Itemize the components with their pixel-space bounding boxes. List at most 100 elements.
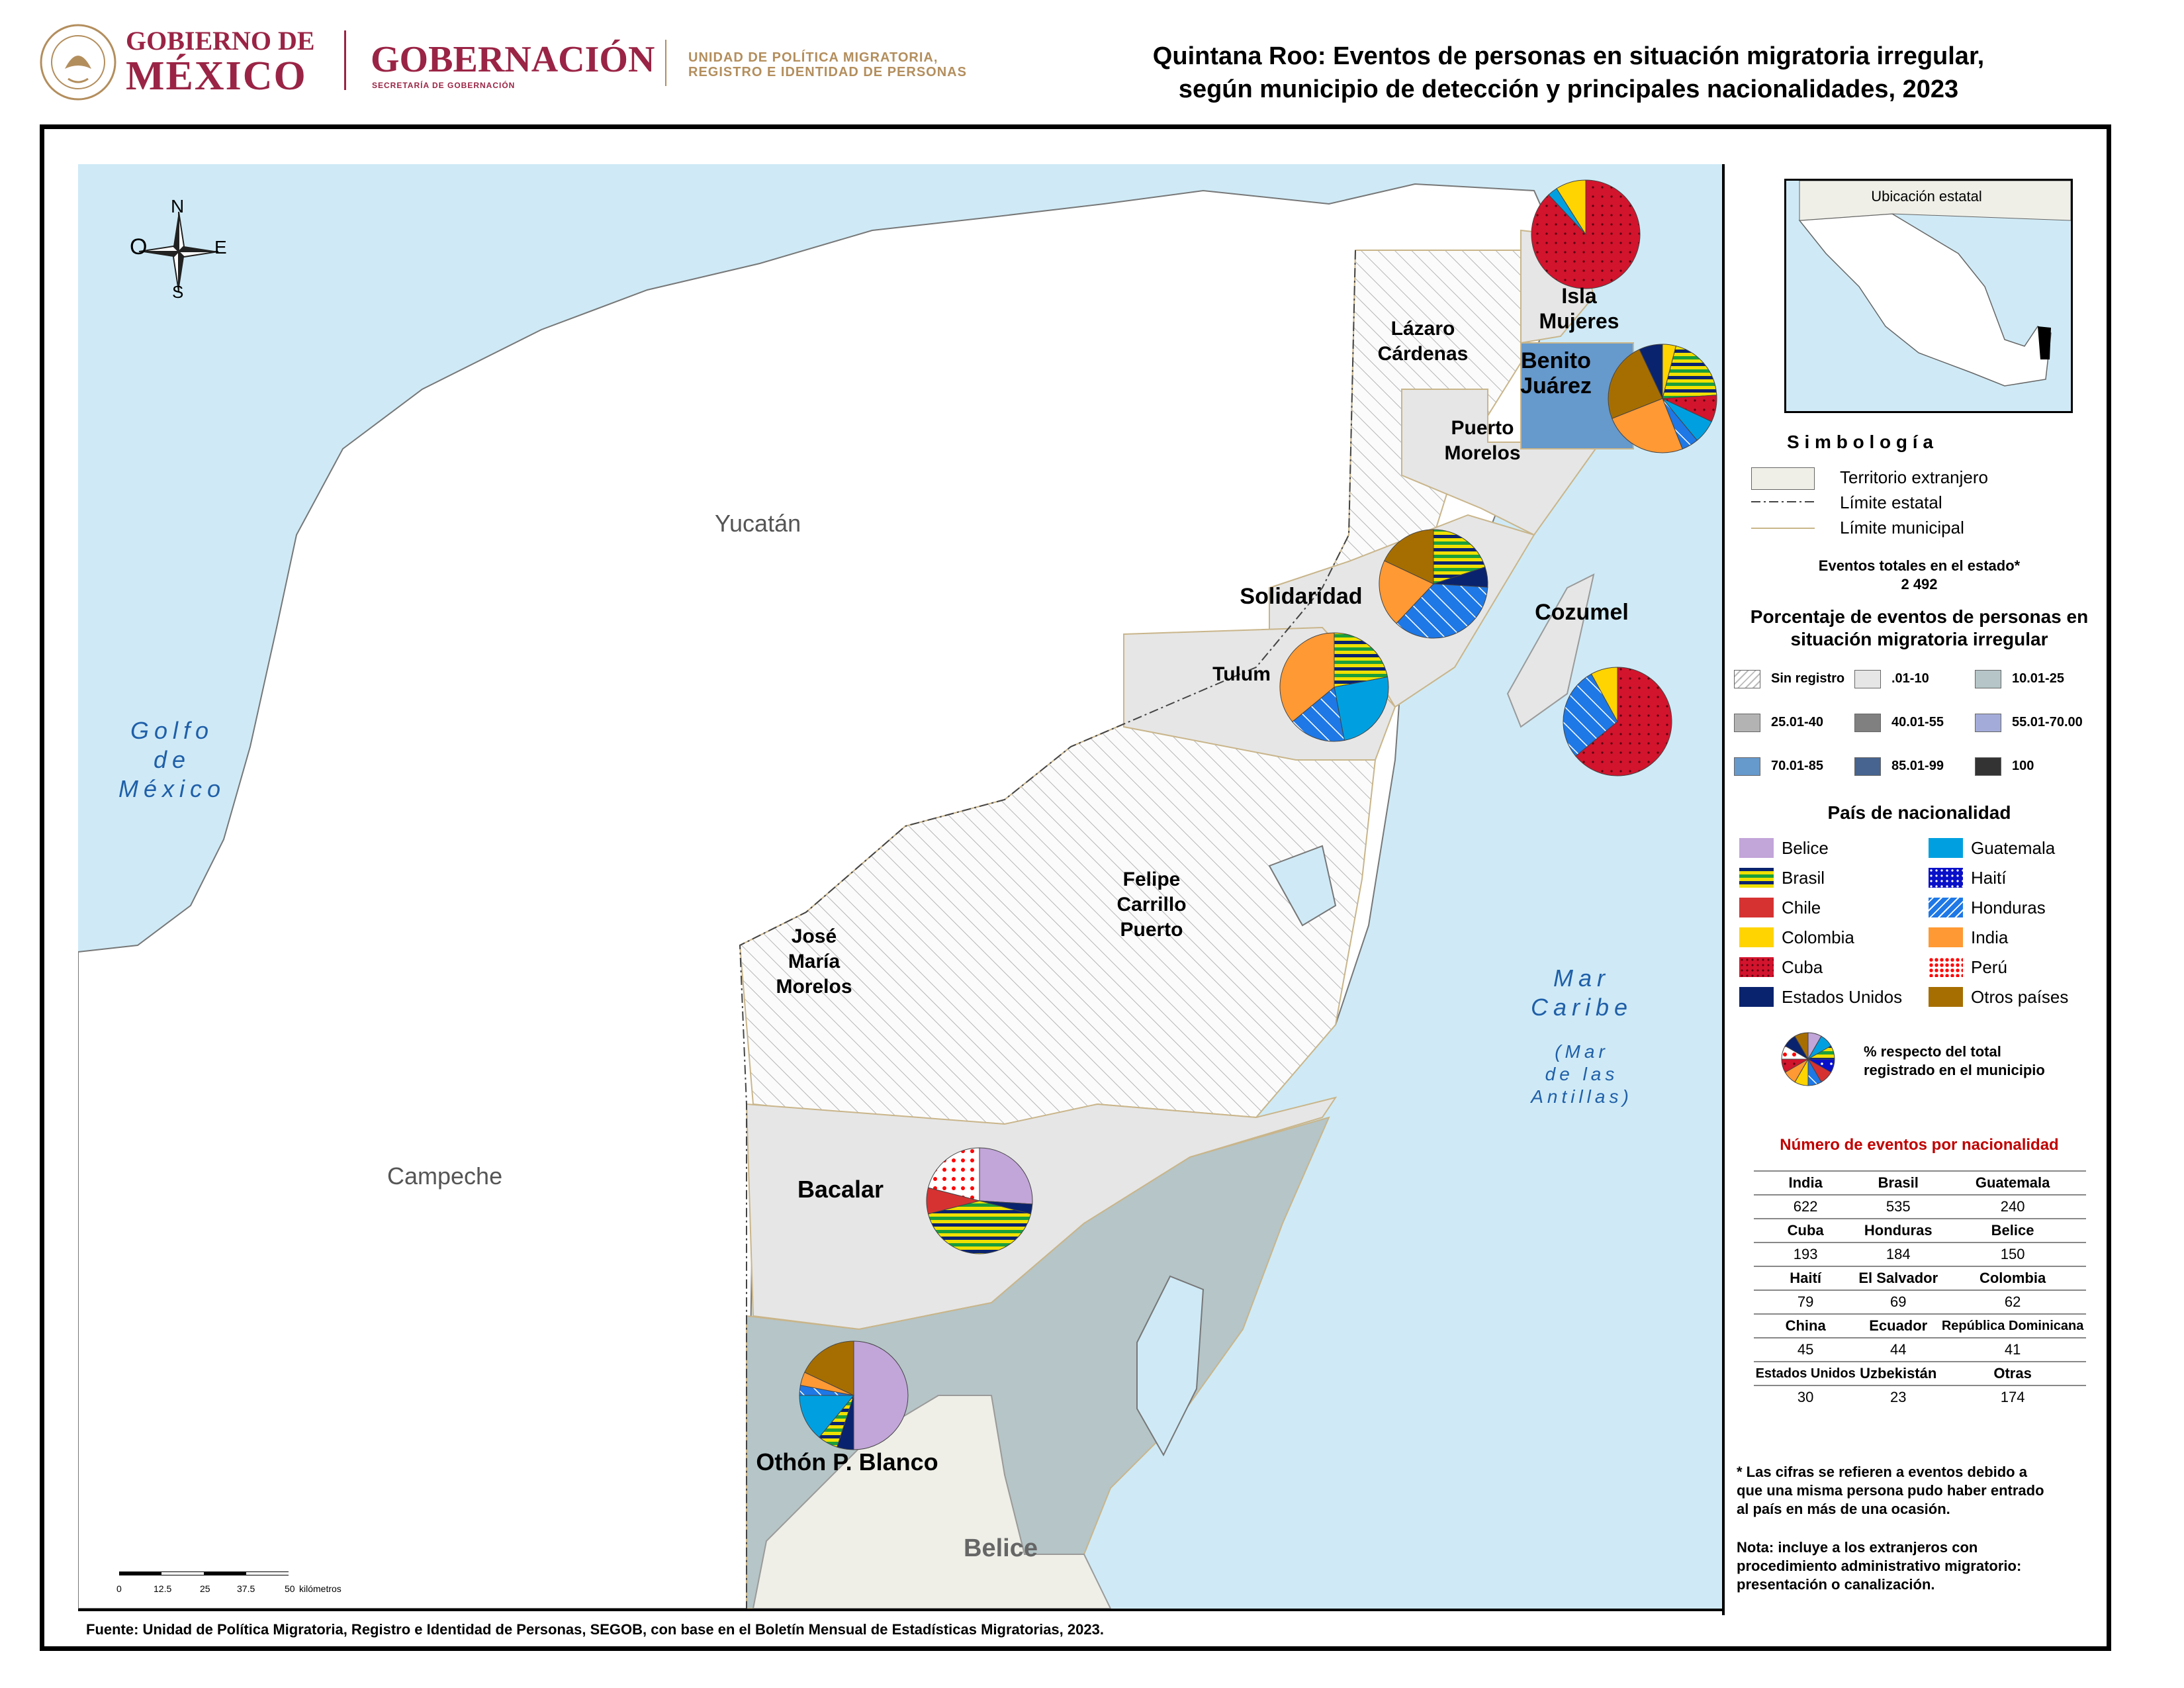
limite-estatal xyxy=(739,250,1356,1609)
pie-benito-juarez xyxy=(1608,344,1717,453)
header-divider xyxy=(344,30,346,90)
mexico-text: MÉXICO xyxy=(126,54,307,99)
label-felipe-carrillo-puerto: Felipe Carrillo Puerto xyxy=(1085,867,1218,943)
bahia-chetumal xyxy=(1136,1275,1205,1457)
label-yucatan: Yucatán xyxy=(715,510,801,537)
pie-bacalar-slice-belice xyxy=(979,1147,1033,1205)
jm-line-3: Morelos xyxy=(776,976,852,998)
gobierno-de-text: GOBIERNO DE xyxy=(126,26,315,56)
nat-swatch-belice xyxy=(1739,838,1774,858)
legend-territorio: Territorio extranjero xyxy=(1840,467,1988,487)
compass-o: O xyxy=(130,234,148,259)
table-row-value-4: 45 44 41 xyxy=(1754,1337,2086,1362)
label-othon-p-blanco: Othón P. Blanco xyxy=(756,1448,938,1476)
legend-line-estatal xyxy=(1751,501,1815,502)
caribe-line-2: Caribe xyxy=(1530,994,1633,1021)
nat-label-chile: Chile xyxy=(1782,898,1821,917)
pie-bacalar-slice-peru xyxy=(927,1147,980,1201)
nat-swatch-colombia xyxy=(1739,927,1774,947)
note-line-1: Nota: incluye a los extranjeros con xyxy=(1737,1539,1978,1556)
simbologia-title: S i m b o l o g í a xyxy=(1787,432,1933,452)
table-value-colombia: 62 xyxy=(1939,1289,2086,1314)
label-cozumel: Cozumel xyxy=(1535,600,1629,625)
unidad-line-1: UNIDAD DE POLÍTICA MIGRATORIA, xyxy=(688,50,938,65)
label-golfo-de-mexico: Golfo de México xyxy=(99,716,245,804)
table-country-guatemala: Guatemala xyxy=(1939,1170,2086,1195)
label-lazaro-cardenas: Lázaro Cárdenas xyxy=(1363,316,1482,367)
nat-swatch-brasil xyxy=(1739,868,1774,888)
table-country-republica-dominicana: República Dominicana xyxy=(1939,1313,2086,1338)
nat-label-honduras: Honduras xyxy=(1971,898,2046,917)
secretaria-text: SECRETARÍA DE GOBERNACIÓN xyxy=(372,81,516,90)
mexico-seal-icon xyxy=(40,24,116,101)
pct-title-2: situación migratoria irregular xyxy=(1790,629,2048,649)
nat-swatch-otros-paises xyxy=(1929,987,1963,1007)
events-table: India Brasil Guatemala 622 535 240 Cuba Hondura… xyxy=(1754,1170,2086,1409)
pie-tulum-slice-guatemala xyxy=(1334,677,1389,741)
label-puerto-morelos: Puerto Morelos xyxy=(1436,416,1529,466)
pie-benito-juarez-slice-otros-paises xyxy=(1608,349,1663,419)
table-country-china: China xyxy=(1754,1313,1858,1338)
pie-cozumel xyxy=(1563,667,1672,776)
gobernacion-text: GOBERNACIÓN xyxy=(371,39,655,80)
pie-note-2: registrado en el municipio xyxy=(1864,1062,2045,1078)
pie-solidaridad xyxy=(1379,529,1488,639)
label-tulum: Tulum xyxy=(1212,663,1271,685)
nat-title: País de nacionalidad xyxy=(1827,802,2011,823)
pie-isla-mujeres-slice-cuba xyxy=(1531,179,1641,289)
label-solidaridad: Solidaridad xyxy=(1240,584,1363,609)
nat-label-colombia: Colombia xyxy=(1782,927,1854,947)
pct-title-1: Porcentaje de eventos de personas en xyxy=(1750,606,2089,627)
scale-unit: kilómetros xyxy=(299,1583,341,1594)
pie-cozumel-slice-cuba xyxy=(1575,667,1672,776)
legend-line-municipal xyxy=(1751,528,1815,529)
density-label-4: 25.01-40 xyxy=(1771,715,1823,729)
pie-isla-mujeres xyxy=(1531,179,1641,289)
table-country-ecuador: Ecuador xyxy=(1857,1313,1940,1338)
scale-tick-3: 37.5 xyxy=(237,1583,255,1594)
pie-solidaridad-slice-honduras xyxy=(1396,583,1488,639)
table-row-head-3: Haití El Salvador Colombia xyxy=(1754,1266,2086,1290)
label-jose-maria-morelos: José María Morelos xyxy=(748,924,880,1000)
label-campeche: Campeche xyxy=(387,1162,503,1190)
nat-label-india: India xyxy=(1971,927,2009,947)
density-label-3: 10.01-25 xyxy=(2012,671,2064,686)
table-country-haiti: Haití xyxy=(1754,1266,1858,1290)
density-label-9: 100 xyxy=(2012,759,2034,773)
note-line-3: presentación o canalización. xyxy=(1737,1576,1935,1593)
table-country-india: India xyxy=(1754,1170,1858,1195)
antillas-line-3: Antillas) xyxy=(1531,1086,1633,1107)
nat-label-belice: Belice xyxy=(1782,838,1829,858)
pie-solidaridad-slice-otros-paises xyxy=(1384,529,1434,585)
pie-cozumel-slice-honduras xyxy=(1563,673,1618,757)
antillas-line-1: (Mar xyxy=(1555,1041,1609,1062)
pie-tulum-slice-brasil xyxy=(1334,632,1388,688)
territorio-belice xyxy=(752,1395,1112,1609)
header-divider-2 xyxy=(665,40,666,86)
table-country-honduras: Honduras xyxy=(1857,1218,1940,1243)
footnote-line-1: * Las cifras se refieren a eventos debid… xyxy=(1737,1464,2027,1480)
pie-isla-mujeres-slice-colombia xyxy=(1556,179,1586,236)
pie-benito-juarez-slice-estados-unidos xyxy=(1639,344,1663,399)
table-value-haiti: 79 xyxy=(1754,1289,1858,1314)
scale-tick-4: 50 xyxy=(285,1583,295,1594)
table-row-head-5: Estados Unidos Uzbekistán Otras xyxy=(1754,1361,2086,1385)
table-value-uzbekistan: 23 xyxy=(1857,1385,1940,1409)
felipe-line-1: Felipe xyxy=(1122,868,1181,890)
legend-limite-estatal: Límite estatal xyxy=(1840,492,1942,512)
table-value-india: 622 xyxy=(1754,1194,1858,1219)
density-label-6: 55.01-70.00 xyxy=(2012,715,2083,729)
table-country-otras: Otras xyxy=(1939,1361,2086,1385)
table-value-ecuador: 44 xyxy=(1857,1337,1940,1362)
map-canvas xyxy=(78,164,1725,1609)
title-line-1: Quintana Roo: Eventos de personas en sit… xyxy=(1152,42,1985,70)
source-divider xyxy=(78,1609,1722,1611)
pie-note-1: % respecto del total xyxy=(1864,1043,2001,1060)
benito-line-2: Juárez xyxy=(1520,373,1592,399)
nat-swatch-honduras xyxy=(1929,898,1963,917)
pie-othon-p-blanco-slice-belice xyxy=(853,1340,909,1450)
note-line-2: procedimiento administrativo migratorio: xyxy=(1737,1558,2022,1574)
table-row-value-2: 193 184 150 xyxy=(1754,1242,2086,1266)
table-value-honduras: 184 xyxy=(1857,1242,1940,1266)
nat-label-otros-paises: Otros países xyxy=(1971,987,2069,1007)
